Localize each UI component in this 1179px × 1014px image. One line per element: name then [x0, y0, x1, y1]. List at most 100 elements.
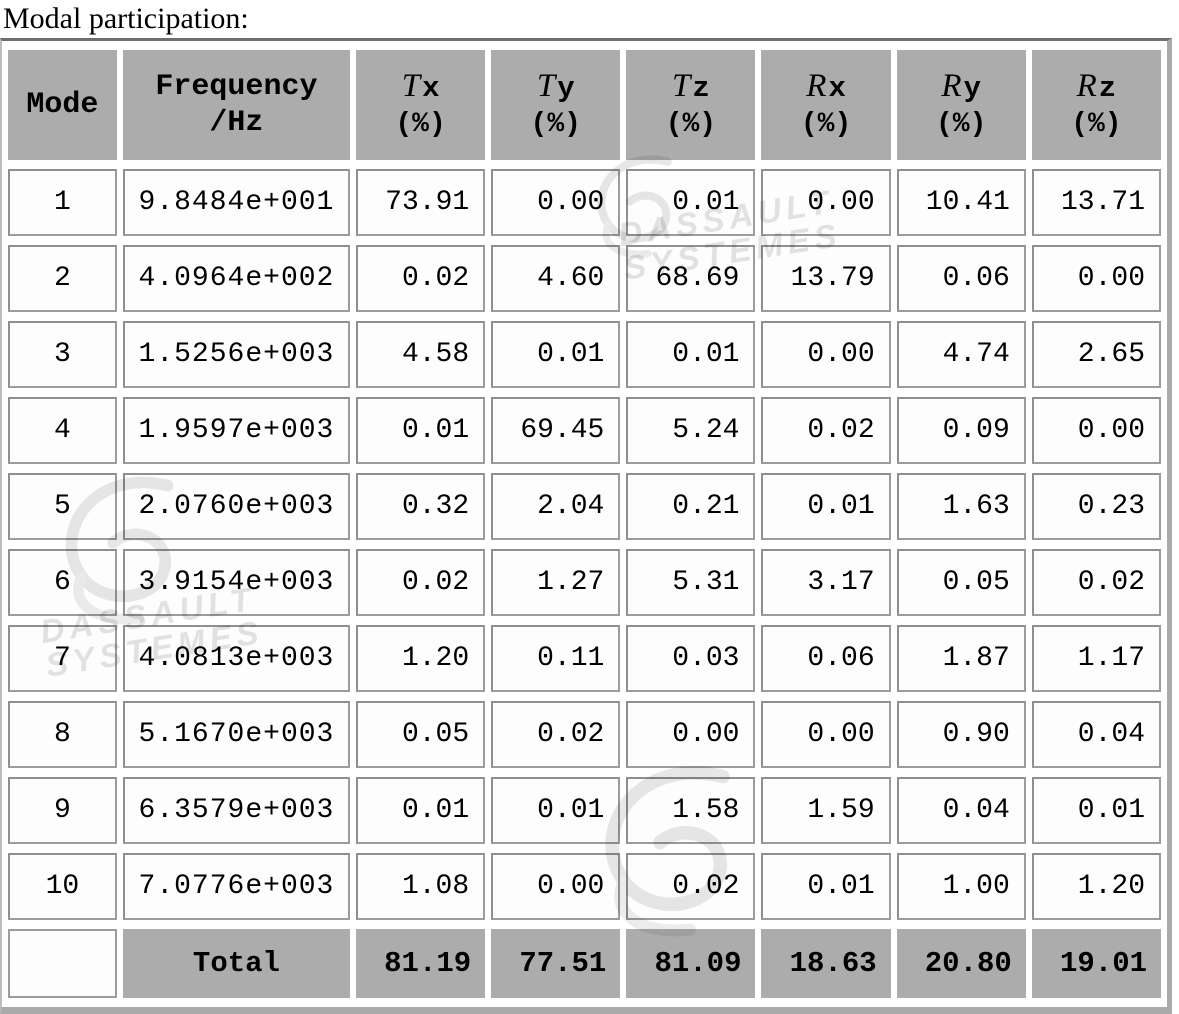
axis-letter: x	[828, 71, 846, 105]
cell-ry: 0.06	[896, 245, 1026, 312]
cell-tx: 73.91	[356, 169, 486, 236]
cell-frequency: 5.1670e+003	[122, 701, 351, 768]
cell-tz: 68.69	[626, 245, 756, 312]
cell-frequency: 3.9154e+003	[122, 549, 351, 616]
modal-participation-grid: Mode Frequency /Hz Tx (%) Ty (%) Tz (%) …	[0, 38, 1172, 1014]
cell-frequency: 9.8484e+001	[122, 169, 351, 236]
axis-letter: y	[557, 71, 575, 105]
cell-ry: 1.63	[896, 473, 1026, 540]
cell-tx: 0.32	[356, 473, 486, 540]
unit-label: (%)	[395, 108, 446, 140]
col-header-rx: Rx (%)	[761, 50, 891, 160]
col-header-tz: Tz (%)	[626, 50, 756, 160]
cell-frequency: 1.9597e+003	[122, 397, 351, 464]
cell-mode: 1	[8, 169, 117, 236]
cell-tz: 0.02	[626, 853, 756, 920]
total-ty: 77.51	[491, 929, 621, 998]
table-row: 7 4.0813e+003 1.20 0.11 0.03 0.06 1.87 1…	[8, 625, 1161, 692]
cell-frequency: 1.5256e+003	[122, 321, 351, 388]
cell-ty: 2.04	[491, 473, 621, 540]
col-header-mode: Mode	[8, 50, 117, 160]
cell-tx: 0.01	[356, 397, 486, 464]
cell-ry: 0.05	[896, 549, 1026, 616]
table-row: 5 2.0760e+003 0.32 2.04 0.21 0.01 1.63 0…	[8, 473, 1161, 540]
total-tz: 81.09	[626, 929, 756, 998]
axis-letter: y	[963, 71, 981, 105]
cell-tx: 1.20	[356, 625, 486, 692]
cell-tx: 4.58	[356, 321, 486, 388]
col-header-frequency: Frequency /Hz	[122, 50, 351, 160]
cell-tx: 0.02	[356, 245, 486, 312]
cell-ry: 0.90	[896, 701, 1026, 768]
cell-ry: 0.09	[896, 397, 1026, 464]
cell-ry: 0.04	[896, 777, 1026, 844]
cell-rz: 1.17	[1031, 625, 1161, 692]
cell-ry: 4.74	[896, 321, 1026, 388]
cell-mode: 4	[8, 397, 117, 464]
cell-rx: 13.79	[761, 245, 891, 312]
cell-rx: 3.17	[761, 549, 891, 616]
cell-ty: 1.27	[491, 549, 621, 616]
cell-mode: 3	[8, 321, 117, 388]
cell-rx: 1.59	[761, 777, 891, 844]
cell-rx: 0.00	[761, 701, 891, 768]
cell-tx: 0.02	[356, 549, 486, 616]
cell-frequency: 6.3579e+003	[122, 777, 351, 844]
cell-rz: 0.23	[1031, 473, 1161, 540]
cell-rx: 0.01	[761, 853, 891, 920]
cell-mode: 8	[8, 701, 117, 768]
cell-tz: 0.21	[626, 473, 756, 540]
total-label: Total	[122, 929, 351, 998]
table-row: 8 5.1670e+003 0.05 0.02 0.00 0.00 0.90 0…	[8, 701, 1161, 768]
col-header-tx: Tx (%)	[356, 50, 486, 160]
cell-tz: 0.01	[626, 321, 756, 388]
axis-prefix: T	[401, 67, 421, 104]
axis-prefix: R	[1076, 67, 1097, 104]
cell-ty: 0.01	[491, 777, 621, 844]
header-row: Mode Frequency /Hz Tx (%) Ty (%) Tz (%) …	[8, 50, 1161, 160]
total-rz: 19.01	[1031, 929, 1161, 998]
axis-prefix: R	[806, 67, 827, 104]
table-row: 9 6.3579e+003 0.01 0.01 1.58 1.59 0.04 0…	[8, 777, 1161, 844]
col-header-ry: Ry (%)	[896, 50, 1026, 160]
cell-mode: 2	[8, 245, 117, 312]
cell-rz: 0.00	[1031, 245, 1161, 312]
cell-ty: 0.00	[491, 853, 621, 920]
unit-label: (%)	[800, 108, 852, 140]
axis-letter: z	[1098, 71, 1117, 105]
cell-rx: 0.01	[761, 473, 891, 540]
cell-frequency: 7.0776e+003	[122, 853, 351, 920]
cell-ty: 69.45	[491, 397, 621, 464]
axis-prefix: T	[536, 67, 556, 104]
page-title: Modal participation:	[3, 2, 249, 35]
cell-rz: 0.02	[1031, 549, 1161, 616]
axis-letter: x	[422, 71, 440, 105]
cell-tz: 0.03	[626, 625, 756, 692]
cell-rx: 0.06	[761, 625, 891, 692]
cell-tz: 1.58	[626, 777, 756, 844]
col-header-rz: Rz (%)	[1031, 50, 1161, 160]
cell-mode: 7	[8, 625, 117, 692]
axis-prefix: R	[941, 67, 962, 104]
cell-rx: 0.00	[761, 169, 891, 236]
cell-rz: 1.20	[1031, 853, 1161, 920]
cell-ty: 0.00	[491, 169, 621, 236]
cell-tz: 0.01	[626, 169, 756, 236]
total-ry: 20.80	[896, 929, 1026, 998]
cell-frequency: 4.0964e+002	[122, 245, 351, 312]
total-blank-cell	[8, 929, 117, 998]
cell-ty: 0.02	[491, 701, 621, 768]
cell-mode: 10	[8, 853, 117, 920]
cell-mode: 9	[8, 777, 117, 844]
cell-ty: 4.60	[491, 245, 621, 312]
cell-rz: 2.65	[1031, 321, 1161, 388]
table-row: 10 7.0776e+003 1.08 0.00 0.02 0.01 1.00 …	[8, 853, 1161, 920]
cell-tz: 0.00	[626, 701, 756, 768]
cell-rz: 0.04	[1031, 701, 1161, 768]
unit-label: (%)	[665, 108, 717, 140]
total-tx: 81.19	[356, 929, 486, 998]
cell-rz: 13.71	[1031, 169, 1161, 236]
table-row: 4 1.9597e+003 0.01 69.45 5.24 0.02 0.09 …	[8, 397, 1161, 464]
modal-participation-table: Mode Frequency /Hz Tx (%) Ty (%) Tz (%) …	[0, 38, 1172, 1014]
cell-frequency: 4.0813e+003	[122, 625, 351, 692]
